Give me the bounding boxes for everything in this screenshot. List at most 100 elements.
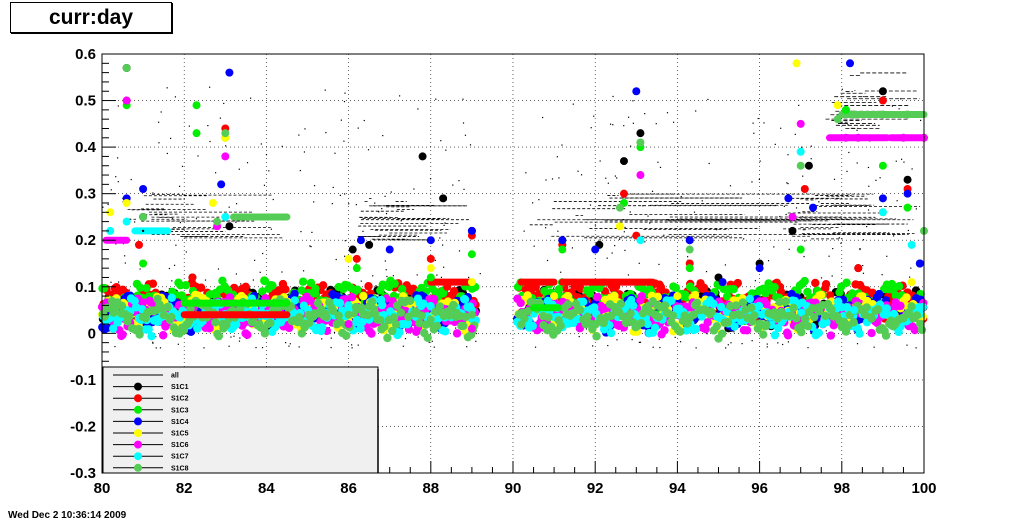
- speck: [820, 277, 823, 279]
- speck: [919, 119, 922, 121]
- speck: [330, 337, 332, 339]
- speck: [429, 178, 432, 180]
- speck: [856, 162, 858, 164]
- speck: [390, 191, 392, 193]
- speck: [399, 95, 401, 97]
- speck: [695, 347, 697, 349]
- y-tick-label: -0.1: [70, 372, 96, 389]
- speck: [110, 189, 112, 191]
- noise-marker: [118, 330, 127, 339]
- speck: [381, 207, 383, 210]
- data-point: [134, 240, 143, 249]
- y-tick-label: 0.1: [75, 279, 96, 296]
- speck: [627, 116, 630, 118]
- speck: [674, 336, 676, 338]
- speck: [727, 344, 729, 346]
- noise-marker: [783, 331, 793, 340]
- noise-marker: [650, 323, 660, 333]
- noise-marker: [803, 287, 812, 297]
- data-point: [833, 115, 842, 124]
- data-point: [619, 189, 628, 198]
- speck: [374, 202, 376, 204]
- data-point: [426, 236, 435, 245]
- noise-marker: [707, 307, 716, 316]
- data-point: [804, 161, 813, 170]
- speck: [255, 346, 257, 349]
- legend-marker: [134, 405, 142, 414]
- noise-marker: [660, 326, 669, 335]
- speck: [360, 280, 362, 282]
- speck: [569, 286, 571, 288]
- data-point: [344, 254, 353, 263]
- speck: [802, 175, 804, 177]
- speck: [624, 226, 626, 229]
- noise-marker: [449, 300, 458, 310]
- speck: [777, 342, 779, 344]
- data-point: [784, 194, 793, 203]
- speck: [219, 117, 221, 119]
- speck: [639, 341, 642, 343]
- speck: [179, 221, 182, 224]
- data-point: [426, 264, 435, 273]
- speck: [612, 95, 614, 98]
- speck: [475, 340, 477, 342]
- data-point: [352, 264, 361, 273]
- speck: [787, 154, 789, 156]
- data-point: [899, 133, 908, 142]
- data-point: [846, 59, 855, 68]
- speck: [713, 233, 715, 236]
- legend-marker: [134, 394, 142, 403]
- speck: [117, 181, 119, 183]
- data-point: [619, 157, 628, 166]
- data-point: [208, 198, 217, 207]
- noise-marker: [918, 302, 928, 312]
- speck: [168, 288, 171, 290]
- speck: [798, 211, 800, 214]
- speck: [868, 185, 870, 187]
- speck: [782, 343, 784, 346]
- noise-marker: [405, 296, 415, 305]
- noise-marker: [910, 325, 920, 335]
- noise-marker: [656, 283, 666, 292]
- noise-marker: [797, 308, 806, 317]
- noise-marker: [729, 284, 738, 294]
- noise-marker: [554, 285, 564, 294]
- noise-marker: [179, 326, 189, 335]
- speck: [311, 231, 313, 233]
- speck: [908, 276, 911, 278]
- legend-marker: [134, 382, 142, 391]
- data-point: [139, 185, 148, 194]
- speck: [214, 172, 217, 174]
- speck: [152, 341, 154, 343]
- speck: [325, 131, 327, 134]
- speck: [818, 201, 820, 203]
- speck: [155, 347, 157, 349]
- speck: [638, 262, 640, 264]
- noise-marker: [637, 292, 646, 301]
- x-tick-label: 82: [176, 480, 193, 497]
- noise-marker: [388, 326, 397, 336]
- speck: [439, 237, 441, 239]
- speck: [609, 123, 612, 125]
- noise-marker: [516, 298, 525, 308]
- noise-marker: [770, 283, 779, 292]
- noise-marker: [770, 330, 780, 340]
- speck: [766, 346, 768, 348]
- noise-marker: [441, 327, 450, 336]
- speck: [443, 224, 445, 226]
- noise-marker: [438, 289, 448, 298]
- speck: [729, 185, 732, 187]
- speck: [170, 137, 172, 139]
- noise-marker: [590, 303, 599, 312]
- speck: [129, 218, 131, 220]
- speck: [209, 86, 211, 88]
- speck: [344, 240, 346, 242]
- speck: [235, 221, 237, 223]
- noise-marker: [125, 312, 134, 321]
- speck: [386, 275, 388, 278]
- speck: [203, 347, 205, 349]
- speck: [230, 336, 232, 338]
- speck: [862, 272, 865, 274]
- speck: [561, 144, 563, 146]
- speck: [382, 134, 384, 137]
